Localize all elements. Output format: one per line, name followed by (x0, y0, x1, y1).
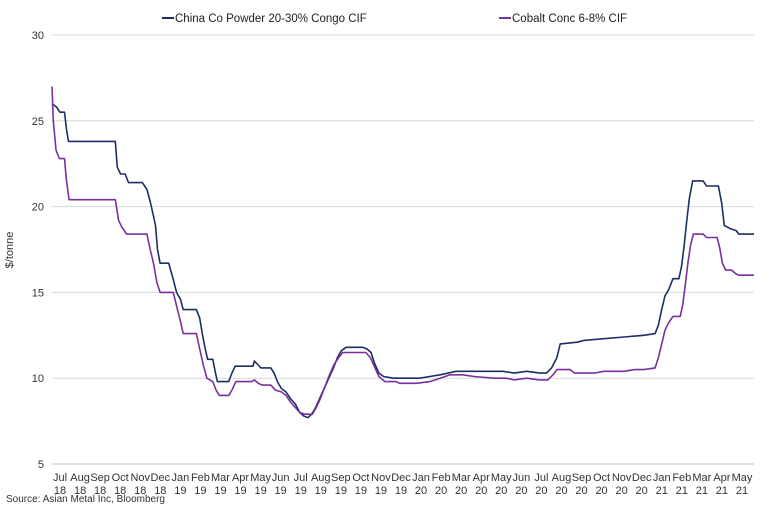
x-tick-label-month: Nov (612, 472, 632, 484)
x-tick-label-month: Jan (171, 472, 189, 484)
x-tick-label-year: 21 (716, 485, 728, 497)
x-tick-label-year: 20 (555, 485, 567, 497)
x-tick-label-month: Apr (473, 472, 490, 484)
x-tick-label-month: Apr (713, 472, 730, 484)
x-tick-label-month: Oct (593, 472, 610, 484)
x-tick-label-year: 19 (395, 485, 407, 497)
x-tick-label-month: Oct (112, 472, 129, 484)
x-tick-label-month: Dec (391, 472, 411, 484)
x-tick-label-month: Jan (412, 472, 430, 484)
x-tick-label-month: Mar (692, 472, 711, 484)
x-tick-label-year: 19 (315, 485, 327, 497)
x-tick-label-year: 20 (535, 485, 547, 497)
x-tick-label-year: 18 (94, 485, 106, 497)
x-tick-label-month: Dec (632, 472, 652, 484)
x-tick-label-month: Jul (294, 472, 308, 484)
x-tick-label-year: 21 (736, 485, 748, 497)
x-tick-label-year: 20 (495, 485, 507, 497)
x-tick-label-month: Jun (272, 472, 290, 484)
x-tick-label-month: Feb (672, 472, 691, 484)
x-tick-label-year: 20 (475, 485, 487, 497)
x-tick-label-month: Aug (311, 472, 331, 484)
x-tick-label-month: Dec (151, 472, 171, 484)
y-axis-title: $/tonne (4, 232, 16, 269)
y-tick-label: 15 (32, 287, 44, 299)
x-tick-label-year: 18 (114, 485, 126, 497)
y-tick-label: 25 (32, 116, 44, 128)
x-tick-label-month: Jul (534, 472, 548, 484)
series-line-2 (51, 86, 754, 415)
x-tick-label-month: Nov (371, 472, 391, 484)
source-note: Source: Asian Metal Inc, Bloomberg (6, 494, 165, 505)
x-tick-label-month: May (732, 472, 753, 484)
x-tick-label-year: 21 (656, 485, 668, 497)
x-tick-label-month: Jun (512, 472, 530, 484)
y-tick-label: 5 (38, 459, 44, 471)
x-tick-label-year: 20 (515, 485, 527, 497)
x-tick-label-year: 18 (54, 485, 66, 497)
legend-label: Cobalt Conc 6-8% CIF (512, 13, 627, 25)
x-tick-label-month: Nov (130, 472, 150, 484)
x-tick-label-month: Feb (191, 472, 210, 484)
x-tick-label-year: 19 (194, 485, 206, 497)
x-tick-label-year: 18 (74, 485, 86, 497)
x-tick-label-month: May (491, 472, 512, 484)
x-tick-label-year: 18 (134, 485, 146, 497)
x-axis-ticks: Jul18Aug18Sep18Oct18Nov18Dec18Jan19Feb19… (53, 472, 753, 497)
x-tick-label-month: Mar (211, 472, 230, 484)
x-tick-label-year: 20 (575, 485, 587, 497)
x-tick-label-year: 19 (174, 485, 186, 497)
series-lines (51, 86, 754, 419)
x-tick-label-year: 18 (154, 485, 166, 497)
x-tick-label-year: 20 (616, 485, 628, 497)
x-tick-label-year: 20 (455, 485, 467, 497)
x-tick-label-year: 20 (636, 485, 648, 497)
x-tick-label-year: 19 (335, 485, 347, 497)
x-tick-label-year: 19 (375, 485, 387, 497)
legend: China Co Powder 20-30% Congo CIF Cobalt C… (162, 13, 627, 25)
y-tick-label: 30 (32, 30, 44, 42)
x-tick-label-month: Apr (232, 472, 249, 484)
x-tick-label-month: Sep (572, 472, 592, 484)
x-tick-label-month: Oct (352, 472, 369, 484)
x-tick-label-year: 19 (214, 485, 226, 497)
x-tick-label-year: 19 (275, 485, 287, 497)
x-tick-label-month: May (250, 472, 271, 484)
x-tick-label-year: 19 (295, 485, 307, 497)
x-tick-label-year: 21 (696, 485, 708, 497)
x-tick-label-month: Aug (70, 472, 90, 484)
y-tick-label: 10 (32, 373, 44, 385)
x-tick-label-year: 20 (595, 485, 607, 497)
x-tick-label-month: Aug (552, 472, 572, 484)
series-line-1 (51, 102, 754, 419)
x-tick-label-year: 21 (676, 485, 688, 497)
x-tick-label-month: Feb (432, 472, 451, 484)
legend-label: China Co Powder 20-30% Congo CIF (175, 13, 367, 25)
x-tick-label-year: 19 (355, 485, 367, 497)
x-tick-label-year: 20 (435, 485, 447, 497)
gridlines (52, 34, 754, 379)
x-tick-label-year: 19 (254, 485, 266, 497)
x-tick-label-month: Mar (452, 472, 471, 484)
x-tick-label-month: Jul (53, 472, 67, 484)
x-tick-label-month: Sep (331, 472, 351, 484)
x-tick-label-month: Jan (653, 472, 671, 484)
x-tick-label-year: 20 (415, 485, 427, 497)
x-tick-label-month: Sep (90, 472, 110, 484)
y-axis-ticks: 5 10 15 20 25 30 (32, 30, 44, 471)
x-tick-label-year: 19 (234, 485, 246, 497)
y-tick-label: 20 (32, 202, 44, 214)
